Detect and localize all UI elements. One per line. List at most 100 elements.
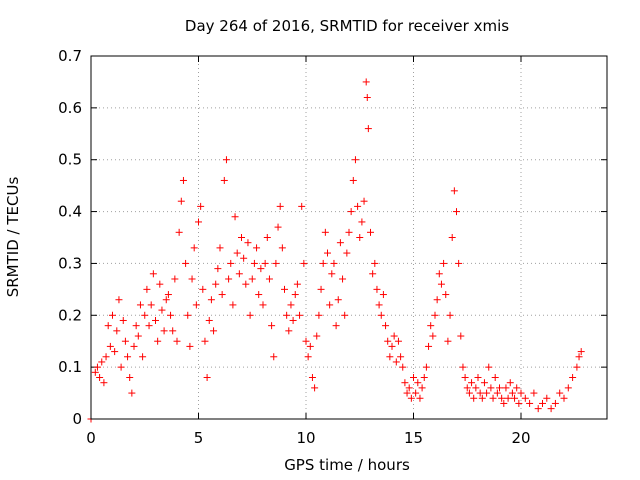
chart-title: Day 264 of 2016, SRMTID for receiver xmi… bbox=[185, 17, 509, 35]
data-point bbox=[293, 280, 301, 288]
data-point bbox=[343, 249, 351, 257]
data-point bbox=[448, 234, 456, 241]
data-point bbox=[515, 399, 523, 407]
data-point bbox=[149, 270, 157, 278]
data-point bbox=[444, 337, 452, 345]
data-point bbox=[502, 384, 510, 392]
data-point bbox=[276, 202, 284, 210]
data-point bbox=[375, 301, 383, 309]
data-point bbox=[210, 327, 218, 335]
data-point bbox=[433, 296, 441, 304]
data-point bbox=[360, 197, 368, 205]
data-point bbox=[156, 280, 164, 288]
data-point bbox=[511, 394, 519, 402]
x-tick-label: 0 bbox=[86, 429, 96, 447]
data-point bbox=[139, 353, 147, 361]
data-point bbox=[304, 353, 312, 361]
data-point bbox=[442, 291, 450, 299]
data-point bbox=[300, 259, 308, 267]
data-point bbox=[429, 332, 437, 340]
data-point bbox=[483, 389, 491, 397]
data-point bbox=[171, 275, 179, 283]
data-point bbox=[274, 223, 282, 231]
data-point bbox=[253, 244, 261, 252]
data-point bbox=[291, 291, 299, 299]
data-point bbox=[504, 394, 512, 402]
data-point bbox=[145, 322, 153, 330]
data-point bbox=[420, 374, 428, 382]
data-point bbox=[453, 208, 460, 216]
data-point bbox=[573, 363, 581, 371]
axis-ticks bbox=[90, 55, 607, 420]
y-tick-label: 0.4 bbox=[58, 203, 82, 221]
data-point bbox=[319, 259, 327, 267]
data-point bbox=[377, 311, 385, 319]
x-axis-label: GPS time / hours bbox=[284, 456, 410, 474]
data-point bbox=[496, 384, 503, 392]
data-point bbox=[182, 259, 190, 267]
data-point bbox=[98, 358, 106, 366]
data-point bbox=[164, 291, 172, 299]
data-point bbox=[551, 399, 559, 407]
data-point bbox=[179, 176, 187, 184]
data-point bbox=[306, 342, 314, 350]
data-point bbox=[109, 311, 116, 319]
data-point bbox=[231, 213, 239, 221]
data-point bbox=[332, 322, 340, 330]
data-point bbox=[218, 291, 226, 299]
data-point bbox=[390, 332, 398, 340]
y-axis-label: SRMTID / TECUs bbox=[4, 177, 22, 298]
y-tick-label: 0.3 bbox=[58, 254, 82, 272]
data-point bbox=[351, 156, 359, 164]
data-point bbox=[468, 379, 476, 387]
data-point bbox=[476, 389, 484, 397]
data-point bbox=[465, 389, 473, 397]
data-point bbox=[119, 316, 127, 324]
data-point bbox=[287, 301, 295, 309]
data-point bbox=[369, 270, 377, 278]
data-point bbox=[281, 285, 288, 293]
data-point bbox=[517, 389, 525, 397]
data-point bbox=[246, 311, 254, 319]
data-point bbox=[311, 384, 319, 392]
data-point bbox=[324, 249, 331, 257]
data-point bbox=[457, 332, 465, 340]
x-tick-label: 5 bbox=[194, 429, 204, 447]
data-point bbox=[407, 394, 415, 402]
data-point bbox=[173, 337, 181, 345]
data-point bbox=[160, 327, 168, 335]
data-point bbox=[106, 342, 114, 350]
data-point bbox=[177, 197, 185, 205]
data-point bbox=[261, 259, 269, 267]
data-point bbox=[450, 187, 458, 195]
data-point bbox=[235, 270, 243, 278]
data-point bbox=[263, 234, 271, 241]
data-point bbox=[513, 384, 521, 392]
data-point bbox=[225, 275, 233, 283]
y-tick-label: 0.5 bbox=[58, 151, 82, 169]
data-point bbox=[463, 384, 471, 392]
data-point bbox=[298, 202, 306, 210]
data-point bbox=[345, 228, 353, 236]
data-point bbox=[491, 374, 499, 382]
data-point bbox=[575, 353, 583, 361]
data-point bbox=[130, 342, 138, 350]
data-point bbox=[143, 285, 151, 293]
data-point bbox=[169, 327, 177, 335]
data-point bbox=[379, 291, 387, 299]
data-point bbox=[100, 379, 108, 387]
data-point bbox=[212, 280, 220, 288]
data-point bbox=[461, 374, 469, 382]
data-point bbox=[336, 239, 344, 247]
data-point bbox=[386, 353, 394, 361]
data-point bbox=[162, 296, 170, 304]
data-point bbox=[115, 296, 123, 304]
y-tick-label: 0.7 bbox=[58, 47, 82, 65]
data-point bbox=[268, 322, 276, 330]
data-point bbox=[248, 275, 256, 283]
data-point bbox=[242, 280, 250, 288]
data-point bbox=[543, 394, 551, 402]
data-point bbox=[244, 239, 252, 247]
data-point bbox=[425, 342, 433, 350]
